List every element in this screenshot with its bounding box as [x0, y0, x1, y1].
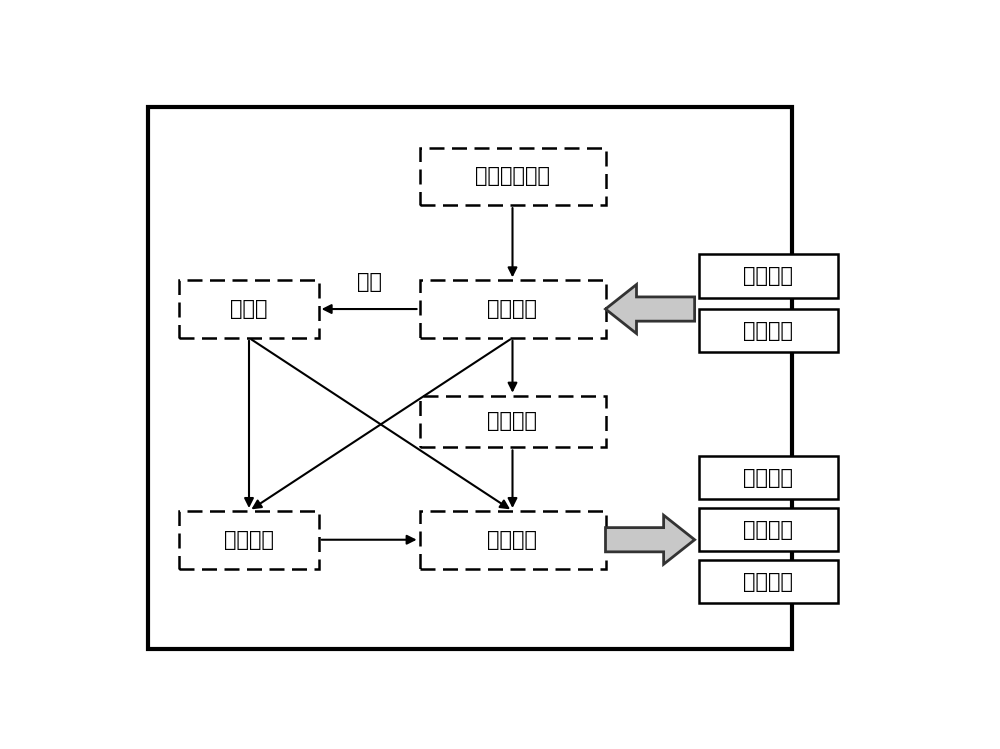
- FancyBboxPatch shape: [148, 107, 792, 649]
- Text: 图形模块: 图形模块: [488, 411, 538, 431]
- Text: 检验数据: 检验数据: [743, 321, 793, 341]
- FancyBboxPatch shape: [698, 309, 838, 352]
- FancyBboxPatch shape: [698, 560, 838, 603]
- Text: 调用: 调用: [357, 272, 382, 292]
- Polygon shape: [606, 515, 695, 564]
- Text: 检验方案: 检验方案: [743, 467, 793, 488]
- Text: 检验报告: 检验报告: [743, 571, 793, 592]
- Polygon shape: [606, 285, 695, 333]
- Text: 检验记录: 检验记录: [743, 520, 793, 539]
- Text: 输入模块: 输入模块: [488, 299, 538, 319]
- FancyBboxPatch shape: [420, 395, 606, 447]
- FancyBboxPatch shape: [698, 508, 838, 551]
- FancyBboxPatch shape: [698, 456, 838, 500]
- FancyBboxPatch shape: [420, 280, 606, 338]
- Text: 数据采集模块: 数据采集模块: [475, 166, 550, 187]
- FancyBboxPatch shape: [179, 280, 319, 338]
- Text: 数据库: 数据库: [230, 299, 268, 319]
- Text: 输出模块: 输出模块: [488, 530, 538, 550]
- FancyBboxPatch shape: [179, 511, 319, 568]
- FancyBboxPatch shape: [420, 511, 606, 568]
- FancyBboxPatch shape: [698, 254, 838, 297]
- FancyBboxPatch shape: [420, 148, 606, 205]
- Text: 检验信息: 检验信息: [743, 266, 793, 286]
- Text: 逻辑判断: 逻辑判断: [224, 530, 274, 550]
